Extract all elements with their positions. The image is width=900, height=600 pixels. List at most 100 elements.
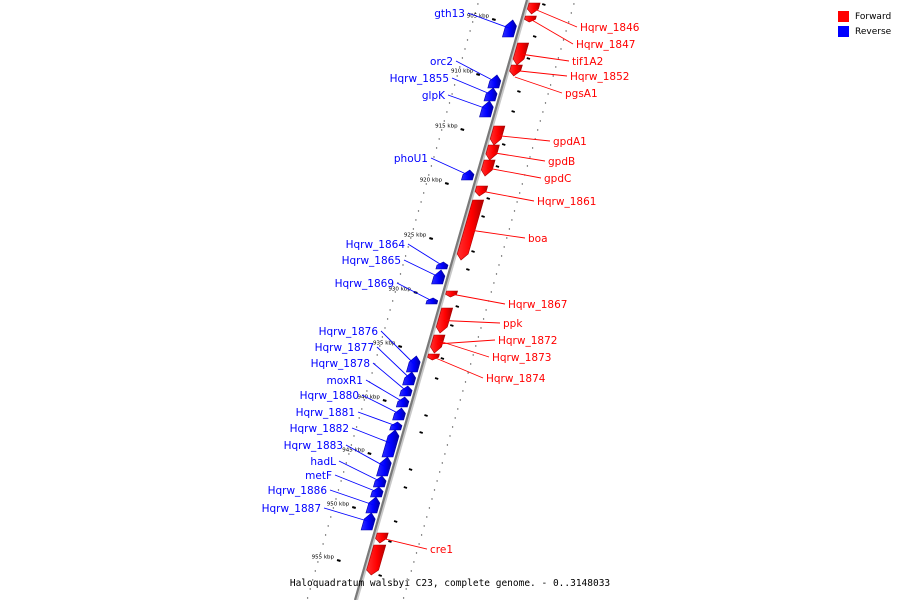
guide-dot-left [415,219,417,221]
gene-label[interactable]: phoU1 [394,153,428,165]
gene-label[interactable]: cre1 [430,544,453,556]
gene-label[interactable]: moxR1 [326,375,363,387]
gene-label[interactable]: Hqrw_1861 [537,196,596,208]
gene-label[interactable]: gpdC [544,173,571,185]
guide-dot-right [454,417,456,419]
guide-dot-right [565,30,567,32]
gene-label[interactable]: Hqrw_1881 [296,407,355,419]
gene-label[interactable]: Hqrw_1864 [346,239,406,251]
guide-dot-right [477,336,480,338]
gene-label[interactable]: gpdA1 [553,136,587,148]
guide-dot-right [464,381,467,383]
gene-leader-line [451,293,506,305]
gene-leader-line [361,394,401,415]
guide-dot-right [503,246,505,248]
minor-tick [403,486,408,489]
genome-caption: Haloquadratum walsbyi C23, complete geno… [289,578,611,589]
gene-label[interactable]: boa [528,233,548,245]
gene-label[interactable]: gpdB [548,156,575,168]
gene-label[interactable]: tif1A2 [572,56,603,68]
minor-tick [434,377,439,380]
guide-dot-left [312,579,314,581]
scale-tick-mark [351,505,357,510]
gene-label[interactable]: pgsA1 [565,88,598,100]
guide-dot-left [404,255,407,257]
gene-label[interactable]: orc2 [430,56,453,68]
gene-leader-line [532,8,578,28]
minor-tick [449,324,454,327]
scale-tick-mark [491,17,496,22]
guide-dot-left [438,138,440,140]
guide-dot-left [472,21,474,23]
gene-label[interactable]: Hqrw_1867 [508,299,567,311]
gene-label[interactable]: Hqrw_1874 [486,373,546,385]
guide-dot-right [470,363,472,365]
scale-tick-mark [336,558,341,563]
gene-label[interactable]: glpK [422,90,446,102]
gene-label[interactable]: metF [305,470,332,482]
gene-label[interactable]: Hqrw_1847 [576,39,635,51]
guide-dot-right [570,12,572,14]
minor-tick [419,431,424,434]
gene-label[interactable]: Hqrw_1887 [262,503,321,515]
guide-dot-right [441,462,443,464]
scale-tick-label: 910 kbp [451,69,474,75]
guide-dot-left [420,201,422,203]
label-leader-lines [323,8,578,550]
guide-dot-left [423,192,425,194]
gene-label[interactable]: Hqrw_1877 [315,342,374,354]
guide-dot-left [469,30,471,32]
gene-label[interactable]: Hqrw_1883 [284,440,343,452]
guide-dot-right [490,291,492,293]
guide-dot-right [552,75,554,77]
guide-dot-left [435,147,438,149]
guide-dot-left [451,93,453,95]
legend-reverse-label: Reverse [855,26,892,37]
gene-leader-line [334,474,378,493]
gene-label[interactable]: Hqrw_1872 [498,335,557,347]
guide-dot-right [418,543,420,545]
gene-label[interactable]: Hqrw_1869 [335,278,394,290]
minor-tick [495,165,500,168]
guide-dot-right [472,354,474,356]
guide-dot-left [337,489,340,491]
guide-dot-right [446,444,449,446]
minor-tick [455,305,460,308]
guide-dot-right [555,66,557,68]
gene-label[interactable]: Hqrw_1876 [319,326,379,338]
scale-tick-label: 925 kbp [404,233,427,239]
gene-arrow-forward[interactable] [366,544,387,576]
gene-label[interactable]: Hqrw_1882 [290,423,349,435]
gene-label[interactable]: Hqrw_1878 [311,358,370,370]
gene-label[interactable]: Hqrw_1852 [570,71,629,83]
gene-arrow-reverse[interactable] [406,355,421,373]
guide-dot-left [474,12,476,14]
gene-label[interactable]: Hqrw_1873 [492,352,551,364]
guide-dot-left [417,210,420,212]
gene-label[interactable]: Hqrw_1855 [390,73,449,85]
gene-label[interactable]: Hqrw_1846 [580,22,640,34]
gene-arrow-reverse[interactable] [402,371,417,386]
gene-label[interactable]: Hqrw_1865 [342,255,401,267]
gene-label[interactable]: hadL [310,456,336,468]
guide-dot-right [521,183,523,185]
guide-dot-left [343,471,345,473]
scale-tick-label: 915 kbp [435,124,458,130]
gene-label[interactable]: gth13 [434,8,465,20]
gene-leader-line [329,489,374,506]
guide-dot-left [348,453,350,455]
guide-dot-left [430,165,433,167]
gene-leader-line [519,53,570,62]
gene-label[interactable]: Hqrw_1880 [300,390,359,402]
guide-dot-left [394,291,396,293]
guide-dot-right [498,264,500,266]
guide-dot-right [508,228,511,230]
gene-leader-line [381,537,428,550]
gene-label[interactable]: Hqrw_1886 [268,485,328,497]
gene-leader-line [491,152,546,162]
guide-dot-left [389,309,391,311]
gene-label[interactable]: ppk [503,318,523,330]
guide-dot-left [407,246,409,248]
guide-dot-left [327,525,329,527]
